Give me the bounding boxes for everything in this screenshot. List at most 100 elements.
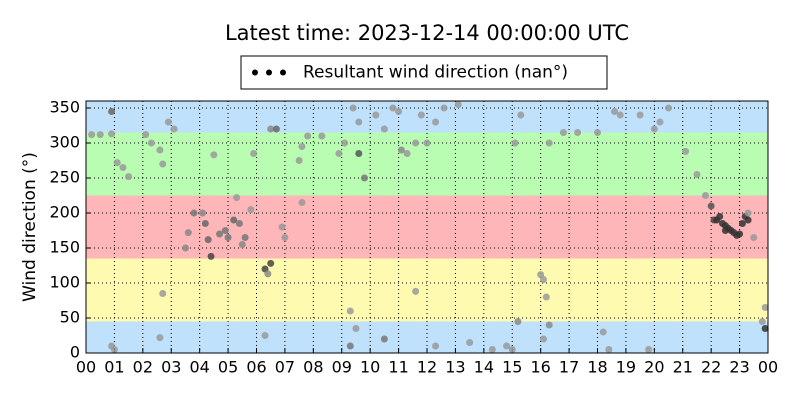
data-point (466, 339, 474, 346)
x-tick-label: 17 (559, 358, 579, 377)
data-point (403, 150, 411, 157)
data-point (238, 241, 246, 248)
data-point (341, 139, 349, 147)
data-point (221, 227, 229, 234)
data-point (540, 335, 548, 343)
data-point (508, 346, 516, 353)
data-point (96, 131, 104, 139)
data-point (682, 147, 690, 155)
data-point (693, 171, 701, 178)
data-point (304, 132, 312, 140)
x-tick-label: 23 (729, 358, 749, 377)
x-tick-label: 19 (616, 358, 636, 377)
data-point (318, 132, 326, 140)
data-point (298, 143, 306, 150)
data-point (574, 129, 582, 136)
data-point (707, 202, 715, 210)
data-point (636, 111, 644, 119)
data-point (380, 335, 388, 343)
data-point (611, 108, 619, 115)
data-point (159, 290, 167, 297)
data-point (201, 220, 209, 227)
data-point (156, 146, 164, 154)
x-tick-label: 10 (360, 358, 380, 377)
y-tick-label: 350 (49, 98, 80, 117)
data-point (241, 234, 249, 241)
data-point (346, 342, 354, 350)
data-point (517, 111, 525, 119)
data-point (758, 318, 766, 325)
data-point (207, 252, 215, 260)
data-point (389, 104, 397, 112)
data-point (645, 346, 653, 353)
x-tick-label: 02 (133, 358, 153, 377)
x-tick-label: 09 (332, 358, 352, 377)
data-point (235, 220, 243, 227)
data-point (159, 160, 167, 168)
x-tick-label: 07 (275, 358, 295, 377)
data-point (761, 325, 769, 332)
data-point (540, 276, 548, 283)
x-tick-label: 00 (76, 358, 96, 377)
x-tick-label: 11 (388, 358, 408, 377)
x-tick-label: 20 (644, 358, 664, 377)
data-point (432, 118, 440, 126)
data-point (355, 150, 363, 157)
data-point (267, 125, 275, 133)
x-tick-label: 14 (474, 358, 494, 377)
data-point (616, 111, 624, 119)
x-tick-label: 13 (445, 358, 465, 377)
x-tick-label: 06 (246, 358, 266, 377)
data-point (360, 174, 368, 182)
data-point (210, 151, 218, 159)
data-point (142, 131, 150, 139)
data-point (423, 139, 431, 147)
data-point (761, 304, 769, 311)
data-point (349, 104, 357, 112)
data-point (665, 104, 673, 112)
data-point (355, 118, 363, 126)
data-point (716, 213, 724, 220)
data-point (108, 130, 116, 138)
x-tick-label: 18 (587, 358, 607, 377)
y-tick-label: 50 (60, 308, 80, 327)
data-point (298, 199, 306, 206)
data-point (417, 111, 425, 119)
data-point (736, 230, 744, 238)
data-point (656, 118, 664, 126)
y-tick-label: 100 (49, 273, 80, 292)
x-tick-label: 22 (701, 358, 721, 377)
data-point (264, 270, 272, 278)
data-point (199, 209, 207, 217)
data-point (170, 125, 178, 133)
data-point (190, 209, 198, 217)
data-point (412, 139, 420, 147)
data-point (511, 139, 519, 147)
data-point (514, 318, 522, 325)
data-point (599, 328, 607, 336)
x-tick-label: 03 (161, 358, 181, 377)
data-point (372, 111, 380, 119)
data-point (545, 321, 553, 329)
data-point (261, 332, 269, 339)
x-tick-label: 16 (530, 358, 550, 377)
data-point (125, 173, 133, 181)
data-point (267, 259, 275, 267)
data-point (701, 192, 709, 199)
data-point (204, 236, 212, 244)
x-tick-label: 01 (104, 358, 124, 377)
x-tick-label: 04 (189, 358, 209, 377)
data-point (542, 293, 550, 301)
data-point (594, 129, 601, 136)
y-tick-label: 150 (49, 238, 80, 257)
data-point (147, 139, 155, 147)
legend-box (240, 55, 608, 90)
data-point (545, 139, 553, 147)
x-tick-label: 08 (303, 358, 323, 377)
data-point (503, 342, 511, 350)
data-point (440, 104, 448, 112)
data-point (346, 307, 354, 315)
x-tick-label: 12 (417, 358, 437, 377)
data-point (744, 216, 752, 224)
x-tick-label: 00 (758, 358, 778, 377)
